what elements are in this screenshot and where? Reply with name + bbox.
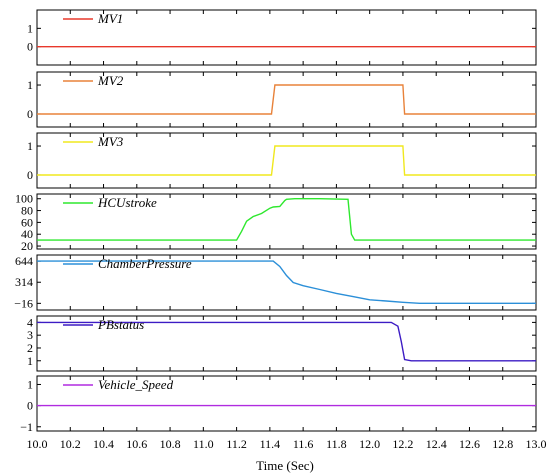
x-tick-label: 11.6 bbox=[293, 437, 314, 451]
y-tick-label: 0 bbox=[27, 107, 33, 121]
y-tick-label: −16 bbox=[14, 296, 33, 310]
legend-label: ChamberPressure bbox=[98, 256, 192, 271]
legend-label: HCUstroke bbox=[97, 195, 157, 210]
x-tick-label: 12.2 bbox=[392, 437, 413, 451]
panel-frame bbox=[36, 315, 537, 372]
y-tick-label: 1 bbox=[27, 377, 33, 391]
y-tick-label: 1 bbox=[27, 78, 33, 92]
x-tick-label: 10.6 bbox=[126, 437, 147, 451]
x-tick-label: 10.0 bbox=[27, 437, 48, 451]
y-tick-label: 80 bbox=[21, 204, 33, 218]
y-tick-label: 2 bbox=[27, 341, 33, 355]
y-tick-label: 0 bbox=[27, 399, 33, 413]
x-tick-label: 12.6 bbox=[459, 437, 480, 451]
x-tick-label: 11.2 bbox=[226, 437, 247, 451]
y-tick-label: 100 bbox=[15, 192, 33, 206]
legend-label: MV3 bbox=[97, 134, 124, 149]
y-tick-label: −1 bbox=[20, 420, 33, 434]
y-tick-label: 1 bbox=[27, 139, 33, 153]
panel-frame bbox=[36, 375, 537, 432]
series-line-chamberpressure bbox=[37, 260, 536, 304]
y-tick-label: 40 bbox=[21, 227, 33, 241]
x-tick-label: 10.4 bbox=[93, 437, 114, 451]
panel-frame bbox=[36, 9, 537, 66]
x-tick-label: 10.8 bbox=[160, 437, 181, 451]
y-tick-label: 60 bbox=[21, 215, 33, 229]
y-tick-label: 314 bbox=[15, 275, 33, 289]
series-line-mv3 bbox=[37, 145, 536, 176]
panel-vehicle-speed: −1 0 1 Vehicle_Speed bbox=[20, 375, 537, 434]
panel-frame bbox=[36, 132, 537, 189]
x-tick-label: 12.8 bbox=[492, 437, 513, 451]
y-tick-label: 20 bbox=[21, 239, 33, 253]
y-tick-label: 0 bbox=[27, 40, 33, 54]
panel-frame bbox=[36, 254, 537, 311]
x-tick-label: 12.4 bbox=[426, 437, 447, 451]
series-line-hcustroke bbox=[37, 197, 536, 241]
panel-mv2: 0 1 MV2 bbox=[27, 71, 537, 128]
legend-label: MV1 bbox=[97, 11, 123, 26]
x-tick-label: 12.0 bbox=[359, 437, 380, 451]
series-line-pbstatus bbox=[37, 321, 536, 362]
series-line-mv2 bbox=[37, 84, 536, 115]
y-tick-label: 0 bbox=[27, 168, 33, 182]
y-tick-label: 644 bbox=[15, 254, 33, 268]
x-axis-title: Time (Sec) bbox=[256, 458, 314, 473]
legend-label: Vehicle_Speed bbox=[98, 377, 174, 392]
x-tick-label: 11.4 bbox=[260, 437, 281, 451]
x-tick-label: 11.8 bbox=[326, 437, 347, 451]
legend-label: PBstatus bbox=[97, 317, 144, 332]
y-tick-label: 1 bbox=[27, 354, 33, 368]
y-tick-label: 3 bbox=[27, 328, 33, 342]
y-tick-label: 4 bbox=[27, 315, 33, 329]
panel-frame bbox=[36, 71, 537, 128]
x-tick-label: 10.2 bbox=[60, 437, 81, 451]
x-tick-label: 11.0 bbox=[193, 437, 214, 451]
panel-chamberpressure: −16 314 644 ChamberPressure bbox=[14, 254, 537, 311]
x-tick-label: 13.0 bbox=[526, 437, 547, 451]
y-tick-label: 1 bbox=[27, 21, 33, 35]
x-axis: 10.0 10.2 10.4 10.6 10.8 11.0 11.2 11.4 11.6 11.8… bbox=[27, 437, 547, 451]
panel-mv3: 0 1 MV3 bbox=[27, 132, 537, 189]
panel-mv1: 0 1 MV1 bbox=[27, 9, 537, 66]
legend-label: MV2 bbox=[97, 73, 124, 88]
